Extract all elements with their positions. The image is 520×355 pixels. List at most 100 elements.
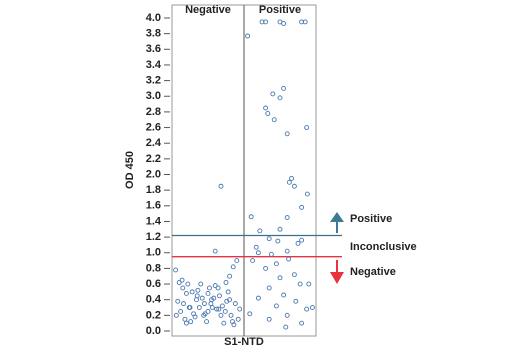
y-tick-label: 2.6 bbox=[146, 121, 161, 133]
point bbox=[284, 312, 290, 318]
point bbox=[263, 105, 269, 111]
y-tick-label: 0.0 bbox=[146, 325, 161, 337]
point bbox=[273, 303, 279, 309]
point bbox=[291, 272, 297, 278]
point bbox=[228, 312, 234, 318]
y-tick-label: 1.6 bbox=[146, 200, 161, 212]
point bbox=[263, 265, 269, 271]
point bbox=[208, 301, 214, 307]
y-tick-label: 0.4 bbox=[146, 294, 162, 306]
point bbox=[212, 283, 218, 289]
y-tick-label: 2.8 bbox=[146, 106, 161, 118]
point bbox=[255, 250, 261, 256]
point bbox=[195, 287, 201, 293]
point bbox=[227, 273, 233, 279]
point bbox=[175, 298, 181, 304]
point bbox=[286, 179, 292, 185]
point bbox=[183, 290, 189, 296]
point bbox=[205, 308, 211, 314]
y-tick-label: 1.2 bbox=[146, 231, 161, 243]
point bbox=[299, 237, 305, 243]
point bbox=[227, 297, 233, 303]
point bbox=[284, 215, 290, 220]
point bbox=[215, 285, 221, 291]
point bbox=[248, 214, 254, 220]
point bbox=[255, 295, 261, 301]
point bbox=[250, 258, 256, 264]
point bbox=[194, 297, 199, 303]
point bbox=[283, 324, 289, 330]
point bbox=[218, 183, 224, 189]
point bbox=[186, 305, 192, 310]
point bbox=[217, 293, 222, 299]
point bbox=[235, 316, 241, 322]
y-tick-label: 0.6 bbox=[146, 278, 161, 290]
down-arrow bbox=[330, 260, 344, 284]
y-tick-label: 3.8 bbox=[146, 28, 161, 40]
point bbox=[281, 85, 287, 91]
annotation: Negative bbox=[350, 266, 396, 278]
y-tick-label: 4.0 bbox=[146, 12, 161, 24]
point bbox=[299, 204, 305, 210]
point bbox=[176, 280, 182, 285]
point bbox=[286, 256, 292, 262]
y-tick-label: 1.0 bbox=[146, 247, 161, 259]
point bbox=[211, 295, 217, 301]
point bbox=[281, 21, 287, 26]
point bbox=[277, 275, 283, 281]
point bbox=[182, 316, 188, 322]
point bbox=[277, 226, 283, 232]
point bbox=[234, 258, 240, 264]
point bbox=[209, 305, 215, 310]
point bbox=[277, 95, 283, 101]
point bbox=[204, 319, 210, 325]
point bbox=[173, 267, 179, 273]
point bbox=[198, 281, 204, 287]
point bbox=[199, 295, 205, 301]
point bbox=[173, 312, 179, 318]
point bbox=[230, 264, 236, 270]
point bbox=[192, 314, 198, 320]
point bbox=[247, 311, 253, 317]
y-tick-label: 0.2 bbox=[146, 309, 161, 321]
point bbox=[302, 19, 308, 25]
point bbox=[196, 305, 202, 310]
y-tick-label: 3.0 bbox=[146, 90, 161, 102]
point bbox=[253, 244, 259, 250]
point bbox=[205, 290, 211, 296]
point bbox=[178, 308, 184, 314]
point bbox=[299, 320, 305, 326]
point bbox=[270, 91, 276, 97]
point bbox=[181, 301, 186, 307]
point bbox=[289, 175, 294, 181]
y-tick-label: 2.4 bbox=[146, 137, 162, 149]
point bbox=[180, 285, 186, 291]
point bbox=[189, 289, 195, 295]
x-axis-label: S1-NTD bbox=[224, 336, 264, 348]
point bbox=[201, 301, 207, 307]
point bbox=[216, 306, 222, 312]
point bbox=[221, 320, 227, 326]
point bbox=[223, 280, 229, 285]
point bbox=[206, 285, 212, 291]
point bbox=[297, 281, 303, 287]
y-axis-label: OD 450 bbox=[124, 151, 136, 189]
point bbox=[185, 281, 191, 287]
y-tick-label: 1.8 bbox=[146, 184, 161, 196]
point bbox=[284, 131, 290, 137]
y-tick-label: 2.0 bbox=[146, 168, 161, 180]
point bbox=[219, 303, 225, 309]
point bbox=[295, 240, 301, 246]
point bbox=[304, 191, 310, 197]
point bbox=[273, 261, 279, 267]
y-tick-label: 0.8 bbox=[146, 262, 161, 274]
y-tick-label: 1.4 bbox=[146, 215, 162, 227]
point bbox=[218, 312, 224, 318]
point bbox=[257, 228, 263, 234]
point bbox=[266, 285, 272, 291]
group-label: Positive bbox=[259, 4, 301, 16]
point bbox=[230, 319, 235, 325]
point bbox=[284, 248, 290, 254]
